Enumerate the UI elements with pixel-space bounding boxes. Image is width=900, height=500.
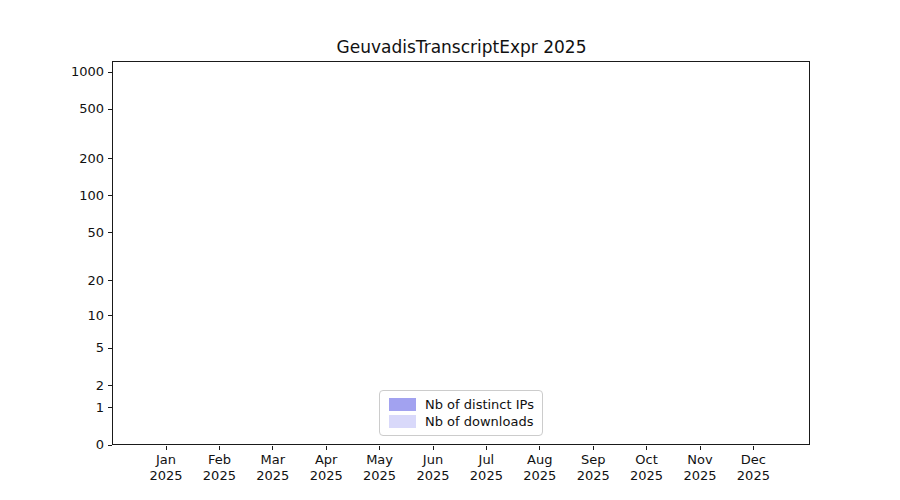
x-tick-mark (700, 446, 701, 450)
y-tick-label: 0 (96, 437, 104, 453)
x-tick-mark (593, 446, 594, 450)
figure: GeuvadisTranscriptExpr 2025 0 1 2 5 10 20 50 10… (0, 0, 900, 500)
legend-label: Nb of downloads (425, 414, 533, 430)
y-tick-mark (108, 72, 112, 73)
y-tick-mark (108, 407, 112, 408)
legend-row: Nb of distinct IPs (389, 397, 533, 413)
x-tick-mark (326, 446, 327, 450)
y-tick-label: 20 (87, 273, 104, 289)
x-tick-mark (539, 446, 540, 450)
x-tick-mark (753, 446, 754, 450)
legend-row: Nb of downloads (389, 414, 533, 430)
y-tick-label: 500 (79, 101, 104, 117)
y-tick-label: 2 (96, 378, 104, 394)
plot-area (112, 61, 810, 445)
legend-swatch-downloads (389, 415, 416, 428)
y-tick-mark (108, 195, 112, 196)
x-tick-mark (646, 446, 647, 450)
x-tick-mark (272, 446, 273, 450)
x-tick-mark (379, 446, 380, 450)
x-tick-label: Dec2025 (721, 452, 785, 483)
x-tick-month: Dec (721, 452, 785, 468)
legend-swatch-distinct-ips (389, 398, 416, 411)
x-tick-mark (166, 446, 167, 450)
y-tick-mark (108, 109, 112, 110)
y-tick-mark (108, 385, 112, 386)
y-tick-mark (108, 348, 112, 349)
legend: Nb of distinct IPsNb of downloads (379, 390, 543, 436)
x-tick-mark (486, 446, 487, 450)
y-tick-label: 50 (87, 225, 104, 241)
y-tick-mark (108, 315, 112, 316)
y-tick-mark (108, 445, 112, 446)
y-tick-label: 100 (79, 188, 104, 204)
chart-title: GeuvadisTranscriptExpr 2025 (112, 36, 811, 58)
y-tick-label: 1 (96, 400, 104, 416)
y-tick-mark (108, 158, 112, 159)
x-tick-year: 2025 (721, 468, 785, 484)
y-tick-mark (108, 232, 112, 233)
y-tick-mark (108, 280, 112, 281)
y-tick-label: 1000 (71, 64, 104, 80)
x-tick-mark (219, 446, 220, 450)
y-tick-label: 10 (87, 308, 104, 324)
y-tick-label: 5 (96, 340, 104, 356)
x-tick-mark (433, 446, 434, 450)
y-tick-label: 200 (79, 151, 104, 167)
legend-label: Nb of distinct IPs (425, 397, 534, 413)
